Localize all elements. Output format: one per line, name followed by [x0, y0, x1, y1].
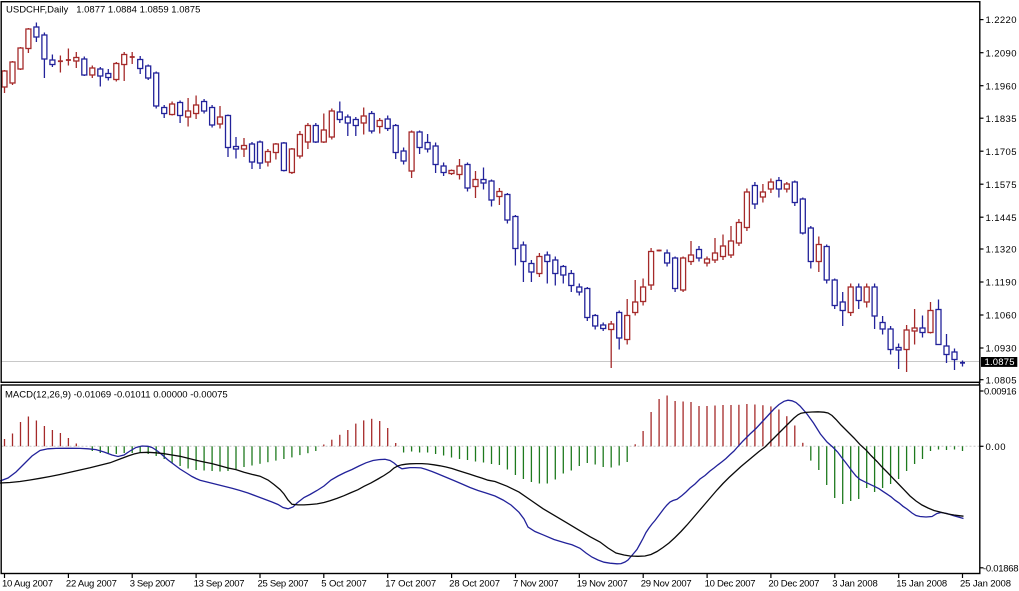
svg-text:5 Oct 2007: 5 Oct 2007 — [321, 579, 367, 590]
svg-text:MACD(12,26,9) -0.01069 -0.0101: MACD(12,26,9) -0.01069 -0.01011 0.00000 … — [5, 390, 228, 401]
svg-text:3 Jan 2008: 3 Jan 2008 — [832, 579, 878, 590]
svg-text:1.1190: 1.1190 — [986, 278, 1017, 289]
svg-text:3 Sep 2007: 3 Sep 2007 — [130, 579, 176, 590]
svg-text:19 Nov 2007: 19 Nov 2007 — [577, 579, 628, 590]
svg-text:0.00: 0.00 — [986, 442, 1006, 453]
svg-text:0.00916: 0.00916 — [984, 387, 1017, 398]
svg-text:1.0875: 1.0875 — [985, 357, 1015, 368]
svg-text:28 Oct 2007: 28 Oct 2007 — [449, 579, 500, 590]
svg-text:13 Sep 2007: 13 Sep 2007 — [194, 579, 245, 590]
svg-text:10 Dec 2007: 10 Dec 2007 — [705, 579, 756, 590]
svg-text:17 Oct 2007: 17 Oct 2007 — [385, 579, 436, 590]
svg-text:1.1320: 1.1320 — [986, 245, 1017, 256]
svg-text:1.1705: 1.1705 — [986, 147, 1017, 158]
svg-text:1.1960: 1.1960 — [986, 81, 1017, 92]
svg-text:1.1835: 1.1835 — [986, 114, 1017, 125]
svg-text:20 Dec 2007: 20 Dec 2007 — [768, 579, 819, 590]
svg-text:1.1445: 1.1445 — [986, 213, 1017, 224]
svg-text:1.2090: 1.2090 — [986, 48, 1017, 59]
svg-text:1.1575: 1.1575 — [986, 180, 1017, 191]
svg-text:1.1060: 1.1060 — [986, 311, 1017, 322]
svg-text:1.0930: 1.0930 — [986, 344, 1017, 355]
svg-text:15 Jan 2008: 15 Jan 2008 — [896, 579, 947, 590]
svg-text:25 Jan 2008: 25 Jan 2008 — [960, 579, 1011, 590]
svg-text:-0.01868: -0.01868 — [983, 563, 1019, 574]
svg-text:25 Sep 2007: 25 Sep 2007 — [258, 579, 309, 590]
svg-text:7 Nov 2007: 7 Nov 2007 — [513, 579, 559, 590]
svg-text:1.0805: 1.0805 — [986, 375, 1017, 386]
svg-text:29 Nov 2007: 29 Nov 2007 — [641, 579, 692, 590]
svg-text:10 Aug 2007: 10 Aug 2007 — [2, 579, 53, 590]
svg-text:22 Aug 2007: 22 Aug 2007 — [66, 579, 117, 590]
svg-text:USDCHF,Daily 1.0877 1.0884 1: USDCHF,Daily 1.0877 1.0884 1.0859 1.0875 — [6, 5, 200, 16]
svg-text:1.2220: 1.2220 — [986, 15, 1017, 26]
